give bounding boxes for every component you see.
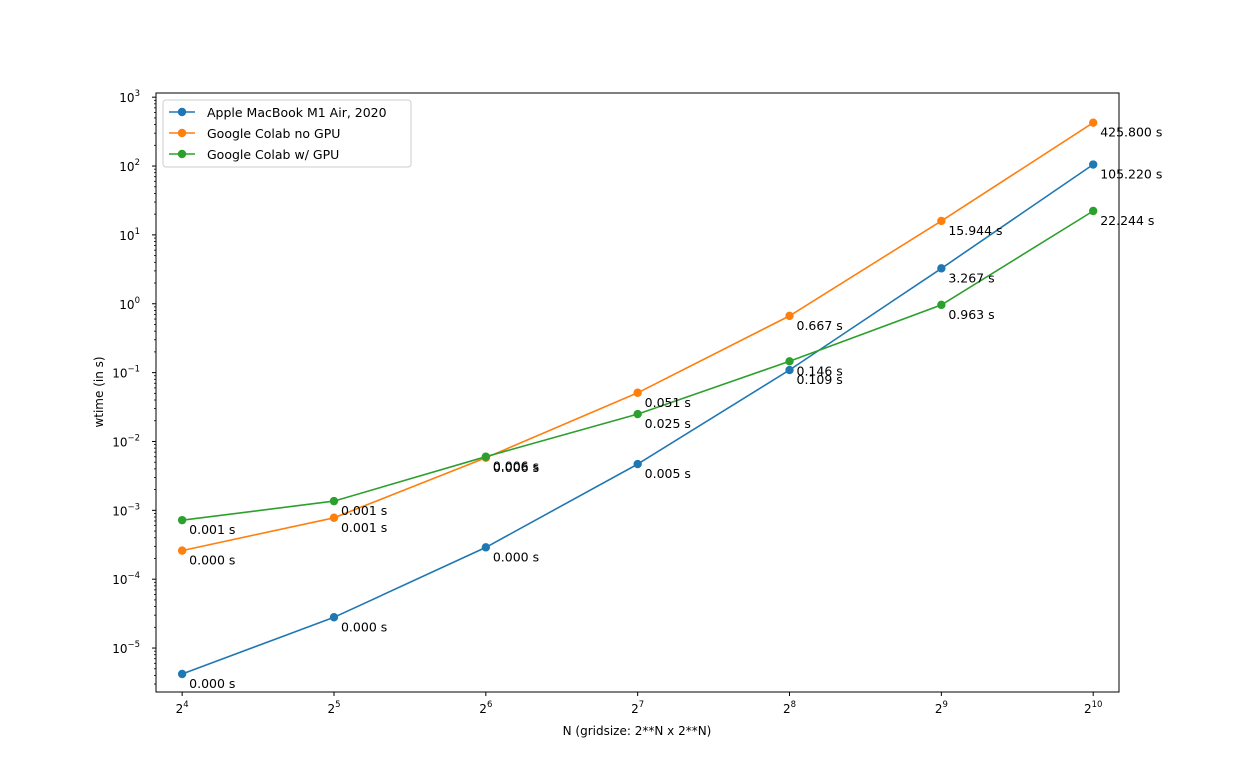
data-label: 0.001 s: [341, 503, 387, 518]
data-label: 0.001 s: [189, 522, 235, 537]
data-point: [177, 515, 187, 525]
x-axis-label: N (gridsize: 2**N x 2**N): [563, 724, 712, 738]
legend-swatch-marker: [177, 128, 187, 138]
data-point: [785, 357, 794, 366]
data-point: [481, 452, 491, 461]
data-label: 425.800 s: [1100, 125, 1162, 140]
data-point: [937, 300, 946, 310]
data-label: 0.000 s: [493, 549, 539, 564]
data-labels-layer: 0.000 s 0.000 s 0.000 s 0.005 s 0.109 s 3.267…: [189, 125, 1162, 691]
y-axis-label: wtime (in s): [92, 356, 106, 427]
legend: Apple MacBook M1 Air, 2020 Google Colab n…: [162, 99, 412, 168]
data-label: 0.051 s: [645, 395, 691, 410]
data-point: [937, 216, 946, 226]
legend-swatch-marker: [177, 149, 187, 159]
data-point: [1088, 118, 1098, 127]
data-label: 105.220 s: [1100, 167, 1162, 182]
data-label: 0.000 s: [189, 676, 235, 691]
legend-entry: Google Colab w/ GPU: [207, 147, 339, 162]
data-point: [177, 669, 187, 679]
data-point: [937, 264, 946, 273]
data-label: 0.005 s: [645, 466, 691, 481]
data-point: [177, 546, 187, 555]
data-point: [329, 513, 339, 522]
legend-entry: Apple MacBook M1 Air, 2020: [207, 105, 387, 120]
data-label: 0.001 s: [341, 520, 387, 535]
data-label: 0.006 s: [493, 460, 539, 475]
data-label: 0.963 s: [948, 307, 994, 322]
data-label: 22.244 s: [1100, 213, 1154, 228]
data-point: [633, 459, 642, 469]
data-label: 0.006 s: [493, 459, 539, 474]
data-point: [329, 496, 339, 506]
data-label: 0.667 s: [797, 318, 843, 333]
data-point: [785, 311, 794, 321]
legend-box: [162, 99, 412, 168]
data-point: [633, 409, 642, 419]
data-point: [785, 365, 794, 375]
data-label: 15.944 s: [948, 223, 1002, 238]
data-label: 0.025 s: [645, 416, 691, 431]
legend-swatch-marker: [177, 107, 187, 117]
data-point: [1088, 206, 1098, 216]
data-label: 0.146 s: [797, 363, 843, 378]
data-label: 0.000 s: [189, 553, 235, 568]
series-layer: [177, 118, 1098, 679]
data-label: 0.109 s: [797, 372, 843, 387]
data-point: [1088, 160, 1098, 169]
data-label: 3.267 s: [948, 270, 994, 285]
legend-entry: Google Colab no GPU: [207, 126, 340, 141]
data-point: [633, 388, 642, 397]
data-point: [481, 543, 491, 552]
data-point: [329, 613, 339, 622]
data-label: 0.000 s: [341, 619, 387, 634]
